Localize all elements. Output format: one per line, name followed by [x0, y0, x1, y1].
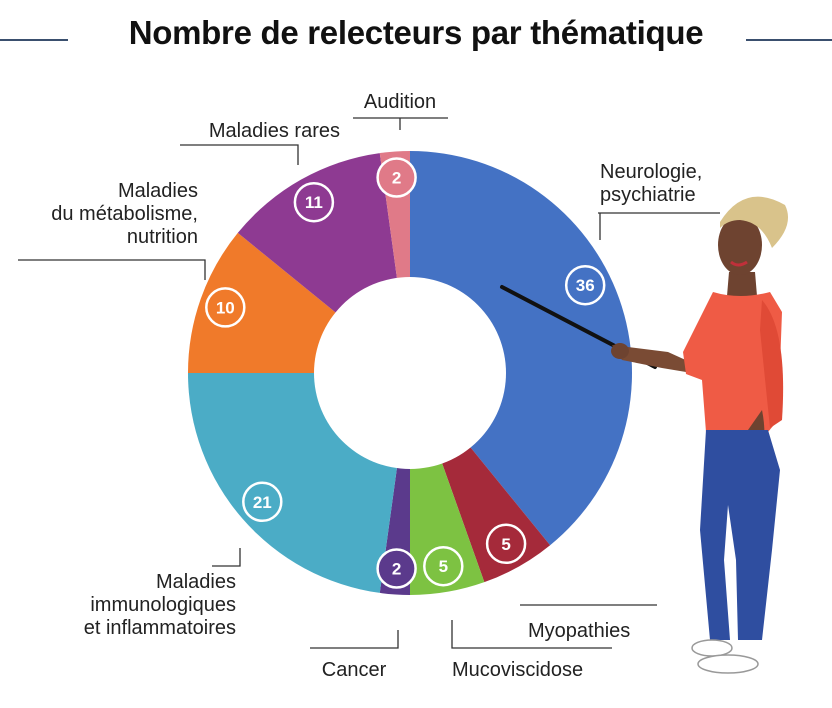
presenter-shoe-right [697, 654, 759, 674]
title-rule-left [0, 39, 68, 41]
category-label-0-line-0: Neurologie, [600, 161, 702, 183]
value-label-4: 21 [253, 493, 272, 512]
category-label-6-line-0: Maladies rares [209, 120, 340, 142]
category-label-5-line-0: Maladies [118, 180, 198, 202]
presenter-arm [612, 345, 690, 372]
leader-line-2 [451, 620, 612, 649]
leader-line-4 [212, 548, 241, 567]
value-badges: 36 5 5 2 21 10 11 2 [205, 157, 606, 589]
slice-labels: Neurologie,psychiatrie Myopathies Mucovisc… [51, 91, 702, 681]
category-label-2-line-0: Mucoviscidose [452, 659, 583, 681]
value-badge-3 [376, 548, 417, 589]
category-label-4-line-1: immunologiques [90, 594, 236, 616]
value-label-6: 11 [305, 193, 323, 212]
presenter-hair [720, 196, 789, 248]
presenter-trousers [700, 430, 780, 640]
value-label-2: 5 [439, 557, 448, 576]
title-rule-right [746, 39, 832, 41]
presenter-top [683, 292, 782, 432]
leader-line-0 [598, 212, 720, 240]
leader-line-5 [18, 259, 206, 280]
category-label-4-line-0: Maladies [156, 571, 236, 593]
leader-line-3 [310, 630, 399, 649]
category-label-3-line-0: Cancer [322, 659, 387, 681]
value-badge-2 [423, 545, 464, 587]
presenter-neck [727, 272, 757, 296]
value-badge-5 [205, 287, 246, 328]
category-label-4-line-2: et inflammatoires [84, 617, 236, 639]
value-badge-1 [485, 523, 527, 565]
presenter-illustration [500, 196, 789, 674]
presenter-face [718, 215, 762, 275]
slice-0 [410, 151, 633, 546]
category-label-5-line-1: du métabolisme, [51, 203, 198, 225]
leader-line-7 [353, 117, 448, 130]
value-badge-4 [242, 481, 283, 523]
value-badge-6 [293, 181, 335, 223]
value-label-0: 36 [576, 276, 595, 295]
value-badge-0 [564, 264, 606, 306]
label-leader-lines [18, 117, 720, 649]
presenter-hand [611, 343, 629, 359]
presenter-shoe-left [691, 639, 733, 657]
value-label-3: 2 [392, 560, 401, 579]
presenter-sleeve [760, 300, 784, 428]
category-label-7-line-0: Audition [364, 91, 436, 113]
title-block: Nombre de relecteurs par thématique [0, 10, 832, 60]
leader-line-6 [180, 144, 299, 165]
presenter-mouth [730, 260, 748, 267]
value-label-5: 10 [216, 298, 235, 317]
value-label-1: 5 [501, 535, 510, 554]
value-badge-7 [376, 157, 417, 198]
value-label-7: 2 [392, 169, 401, 188]
chart-title: Nombre de relecteurs par thématique [128, 14, 704, 51]
donut-hole [314, 277, 506, 469]
category-label-5-line-2: nutrition [127, 226, 198, 248]
category-label-0-line-1: psychiatrie [600, 184, 696, 206]
category-label-1-line-0: Myopathies [528, 620, 630, 642]
